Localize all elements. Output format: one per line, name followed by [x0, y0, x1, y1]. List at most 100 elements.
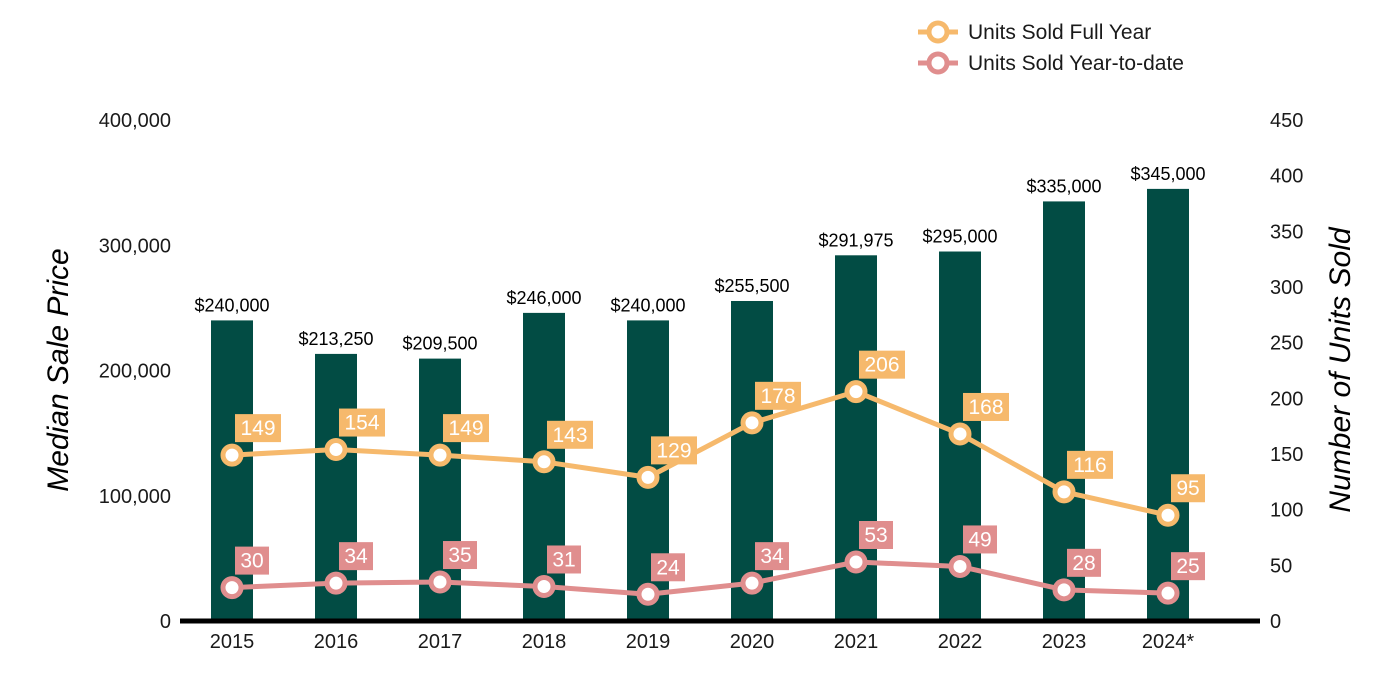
- data-label: 28: [1072, 552, 1095, 575]
- series-point: [844, 380, 868, 404]
- data-label: 154: [344, 412, 379, 435]
- data-label: 129: [656, 439, 691, 462]
- right-tick-label: 250: [1270, 333, 1303, 355]
- series-line: [231, 389, 1169, 518]
- left-tick-label: 0: [160, 611, 171, 633]
- x-tick-label: 2019: [626, 631, 671, 653]
- series-point: [844, 550, 868, 574]
- bar-value-label: $209,500: [402, 334, 477, 354]
- data-label-box: [755, 381, 801, 410]
- right-tick-label: 300: [1270, 277, 1303, 299]
- bar-value-label: $345,000: [1130, 164, 1205, 184]
- data-label-box: [651, 436, 697, 465]
- series-point: [948, 554, 972, 578]
- right-tick-label: 350: [1270, 221, 1303, 243]
- data-label-box: [1067, 450, 1113, 479]
- data-label: 31: [552, 548, 575, 571]
- bar-value-label: $255,500: [714, 276, 789, 296]
- x-tick-label: 2016: [314, 631, 359, 653]
- data-label: 34: [760, 545, 784, 568]
- right-tick-label: 50: [1270, 555, 1292, 577]
- data-label: 24: [656, 556, 680, 579]
- x-tick-label: 2017: [418, 631, 463, 653]
- right-tick-label: 0: [1270, 611, 1281, 633]
- bar-value-label: $240,000: [194, 295, 269, 315]
- series-point: [532, 574, 556, 598]
- x-tick-label: 2015: [210, 631, 255, 653]
- series-point: [636, 465, 660, 489]
- data-label: 53: [864, 524, 887, 547]
- data-label-box: [235, 546, 269, 575]
- data-label-box: [963, 392, 1009, 421]
- data-label: 49: [968, 528, 991, 551]
- series-point: [740, 411, 764, 435]
- data-label-box: [1171, 552, 1205, 581]
- series-point: [636, 582, 660, 606]
- series-point: [428, 443, 452, 467]
- series-point: [220, 576, 244, 600]
- data-label: 35: [448, 544, 471, 567]
- right-axis-ticks: 0 50 100 150 200 250 300 350 400 450: [1270, 110, 1303, 633]
- data-label: 95: [1176, 477, 1199, 500]
- left-tick-label: 300,000: [99, 235, 171, 257]
- data-label-box: [859, 350, 905, 379]
- data-label: 149: [448, 417, 483, 440]
- line-series: 149 154 149 143 129 178 206 168 116 95 30 34 35 31 24 3…: [220, 350, 1205, 606]
- data-label: 116: [1073, 454, 1106, 477]
- data-label-box: [651, 553, 685, 582]
- data-label-box: [859, 520, 893, 549]
- bar-value-label: $240,000: [610, 295, 685, 315]
- right-axis-title: Number of Units Sold: [1324, 226, 1357, 512]
- left-axis-ticks: 0 100,000 200,000 300,000 400,000: [99, 110, 171, 633]
- data-label-box: [443, 414, 489, 443]
- bar-value-label: $335,000: [1026, 176, 1101, 196]
- bar-value-label: $295,000: [922, 227, 997, 247]
- legend-marker: [926, 51, 950, 75]
- series-point: [1052, 480, 1076, 504]
- right-tick-label: 450: [1270, 110, 1303, 132]
- right-tick-label: 400: [1270, 166, 1303, 188]
- data-label-box: [963, 525, 997, 554]
- right-tick-label: 150: [1270, 444, 1303, 466]
- legend-marker: [926, 20, 950, 44]
- series-point: [948, 422, 972, 446]
- x-tick-label: 2024*: [1142, 631, 1194, 653]
- x-tick-label: 2018: [522, 631, 567, 653]
- data-label: 34: [344, 545, 368, 568]
- data-label-box: [547, 545, 581, 574]
- series-point: [220, 443, 244, 467]
- left-tick-label: 100,000: [99, 486, 171, 508]
- series-point: [1052, 578, 1076, 602]
- data-label: 30: [240, 550, 263, 573]
- series-point: [428, 570, 452, 594]
- legend-label: Units Sold Full Year: [968, 21, 1151, 44]
- x-tick-label: 2022: [938, 631, 983, 653]
- data-label: 206: [864, 354, 899, 377]
- left-tick-label: 200,000: [99, 361, 171, 383]
- series-point: [324, 571, 348, 595]
- left-axis-title: Median Sale Price: [42, 248, 75, 491]
- series-point: [740, 571, 764, 595]
- x-tick-label: 2020: [730, 631, 775, 653]
- series-point: [532, 450, 556, 474]
- data-label-box: [339, 408, 385, 437]
- x-axis-ticks: 2015 2016 2017 2018 2019 2020 2021 2022 2023 2024…: [210, 631, 1195, 653]
- data-label: 149: [240, 417, 275, 440]
- data-label-box: [339, 542, 373, 571]
- left-tick-label: 400,000: [99, 110, 171, 132]
- series-line: [231, 559, 1169, 597]
- bar-value-label: $291,975: [818, 230, 893, 250]
- legend: Units Sold Full Year Units Sold Year-to-d…: [918, 20, 1184, 75]
- bar: [211, 320, 253, 621]
- data-label-box: [1067, 548, 1101, 577]
- data-label-box: [235, 414, 281, 443]
- data-label-box: [443, 541, 477, 570]
- series-point: [1156, 503, 1180, 527]
- bar-value-label: $246,000: [506, 288, 581, 308]
- legend-label: Units Sold Year-to-date: [968, 52, 1184, 75]
- data-label: 178: [760, 385, 795, 408]
- x-tick-label: 2021: [834, 631, 879, 653]
- data-label-box: [1171, 474, 1205, 503]
- series-point: [324, 438, 348, 462]
